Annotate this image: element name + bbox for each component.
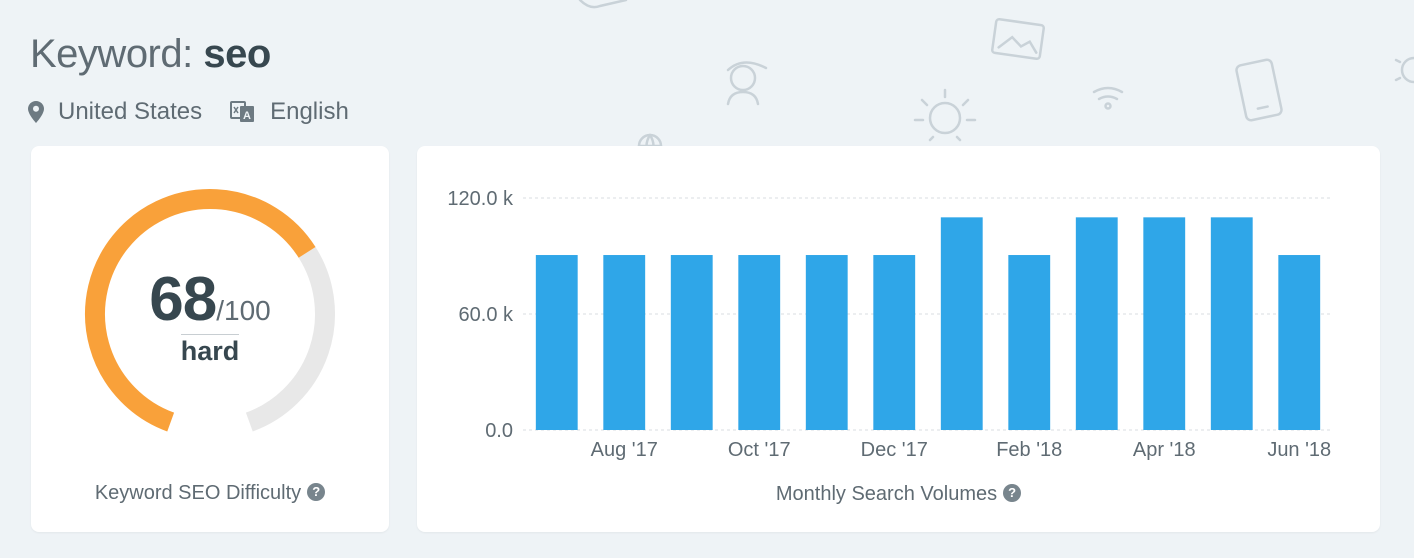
background-decoration bbox=[578, 0, 1414, 150]
y-tick-label: 0.0 bbox=[485, 420, 513, 442]
bar[interactable] bbox=[873, 255, 916, 430]
volume-caption-text: Monthly Search Volumes bbox=[775, 483, 998, 505]
bar[interactable] bbox=[940, 217, 983, 430]
help-icon[interactable]: ? bbox=[307, 482, 326, 501]
x-tick-label: Jun '18 bbox=[1267, 439, 1331, 461]
title-prefix: Keyword: bbox=[30, 32, 204, 76]
bar[interactable] bbox=[535, 255, 578, 430]
bar[interactable] bbox=[1008, 255, 1051, 430]
bar[interactable] bbox=[738, 255, 781, 430]
difficulty-card: 68/100 hard Keyword SEO Difficulty? bbox=[31, 146, 389, 532]
x-tick-label: Apr '18 bbox=[1133, 439, 1196, 461]
gear-icon bbox=[1394, 56, 1414, 84]
difficulty-score-value: 68 bbox=[149, 265, 217, 334]
svg-text:A: A bbox=[243, 110, 251, 122]
y-tick-label: 120.0 k bbox=[447, 188, 514, 210]
wifi-icon bbox=[1092, 86, 1124, 110]
bar[interactable] bbox=[1278, 255, 1321, 430]
search-volume-chart: 0.0 60.0 k 120.0 k Aug '17 Oct '17 Dec '17 Feb… bbox=[447, 188, 1333, 461]
bar[interactable] bbox=[603, 255, 646, 430]
language-info: A English bbox=[230, 98, 349, 126]
x-tick-label: Aug '17 bbox=[591, 439, 658, 461]
bar[interactable] bbox=[805, 255, 848, 430]
bar[interactable] bbox=[1143, 217, 1186, 430]
search-volume-card: 0.0 60.0 k 120.0 k Aug '17 Oct '17 Dec '17 Feb… bbox=[417, 146, 1380, 532]
tag-icon bbox=[578, 0, 628, 9]
difficulty-caption-text: Keyword SEO Difficulty bbox=[94, 482, 302, 504]
difficulty-gauge bbox=[85, 189, 335, 432]
help-icon[interactable]: ? bbox=[1003, 483, 1022, 502]
photo-icon bbox=[991, 17, 1045, 61]
difficulty-caption: Keyword SEO Difficulty? bbox=[31, 482, 389, 505]
person-icon bbox=[726, 61, 768, 106]
volume-caption: Monthly Search Volumes? bbox=[417, 483, 1380, 506]
location-pin-icon bbox=[28, 101, 44, 123]
gauge-fill bbox=[85, 189, 316, 432]
language-text: English bbox=[270, 98, 349, 125]
translate-icon: A bbox=[230, 101, 255, 122]
difficulty-score: 68/100 bbox=[31, 264, 389, 335]
gauge-track bbox=[245, 247, 335, 432]
bar[interactable] bbox=[1075, 217, 1118, 430]
location-info: United States bbox=[28, 98, 202, 126]
phone-icon bbox=[1235, 58, 1283, 122]
bar[interactable] bbox=[670, 255, 713, 430]
bar[interactable] bbox=[1210, 217, 1253, 430]
x-tick-label: Dec '17 bbox=[861, 439, 928, 461]
sun-icon bbox=[913, 88, 977, 142]
keyword-meta: United States A English bbox=[28, 98, 377, 126]
difficulty-level: hard bbox=[180, 336, 240, 366]
difficulty-score-max: /100 bbox=[216, 295, 271, 326]
page-title: Keyword: seo bbox=[30, 32, 271, 77]
keyword-value: seo bbox=[203, 32, 271, 76]
location-text: United States bbox=[58, 98, 203, 125]
y-tick-label: 60.0 k bbox=[459, 304, 514, 326]
score-divider bbox=[181, 334, 239, 335]
x-tick-label: Feb '18 bbox=[996, 439, 1062, 461]
x-tick-label: Oct '17 bbox=[728, 439, 791, 461]
